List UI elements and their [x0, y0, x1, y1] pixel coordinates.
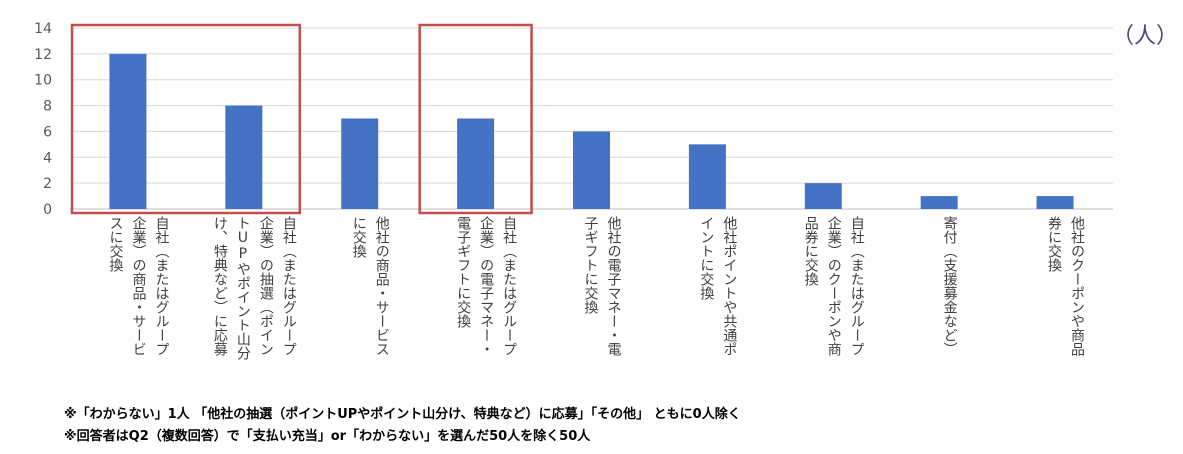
y-tick-label: 12	[34, 47, 52, 63]
bar	[225, 105, 263, 209]
x-category-label-line: 自社（またはグループ	[848, 216, 865, 356]
x-category-label-line: 企業）の電子マネー・	[478, 216, 495, 356]
x-category-label-line: 自社（またはグループ	[501, 216, 518, 356]
x-category-label-line: 自社（またはグループ	[153, 216, 170, 356]
x-category-label-line: 他社ポイントや共通ポ	[721, 216, 738, 356]
x-category-label: 他社ポイントや共通ポ イントに交換	[694, 216, 740, 396]
x-category-label-line: 子ギフトに交換	[582, 216, 599, 314]
highlight-box	[70, 23, 302, 215]
x-category-label-line: 企業）のクーポンや商	[825, 216, 842, 356]
x-category-label: 他社のクーポンや商品 券に交換	[1042, 216, 1088, 396]
x-category-label: 自社（またはグループ 企業）のクーポンや商 品券に交換	[799, 216, 868, 396]
bar	[457, 118, 495, 209]
bar	[804, 183, 842, 209]
bar	[1036, 196, 1074, 209]
footnote-2: ※回答者はQ2（複数回答）で「支払い充当」or「わからない」を選んだ50人を除く…	[64, 429, 591, 444]
footnote-1: ※「わからない」1人 「他社の抽選（ポイントUPやポイント山分け、特典など）に応…	[64, 407, 741, 422]
x-category-label-line: イントに交換	[698, 216, 715, 300]
x-category-label: 他社の電子マネー・電 子ギフトに交換	[579, 216, 625, 396]
y-tick-label: 4	[43, 150, 52, 166]
x-category-label-line: け、特典など）に応募	[211, 216, 228, 356]
x-category-label: 他社の商品・サービス に交換	[347, 216, 393, 396]
x-category-label: 自社（またはグループ 企業）の電子マネー・ 電子ギフトに交換	[451, 216, 520, 396]
x-category-label-line: 自社（またはグループ	[280, 216, 297, 356]
highlight-box	[418, 23, 533, 215]
bar	[688, 144, 726, 209]
y-tick-label: 14	[34, 21, 52, 37]
x-category-label-line: 他社の電子マネー・電	[605, 216, 622, 356]
bar	[920, 196, 958, 209]
y-axis-unit-label: （人）	[1112, 24, 1179, 49]
x-category-label-line: 他社のクーポンや商品	[1069, 216, 1086, 356]
x-category-label-line: 電子ギフトに交換	[455, 216, 472, 328]
x-category-label-line: 企業）の抽選（ポイン	[257, 216, 274, 356]
x-category-label-line: 寄付（支援募金など）	[941, 216, 958, 356]
bar	[573, 131, 610, 209]
y-tick-label: 0	[43, 202, 52, 218]
x-category-label: 自社（またはグループ 企業）の抽選（ポイン トUPやポイント山分 け、特典など）…	[208, 216, 300, 396]
x-category-label-line: 他社の商品・サービス	[373, 216, 390, 356]
x-category-label: 寄付（支援募金など）	[938, 216, 961, 396]
x-category-label: 自社（またはグループ 企業）の商品・サービ スに交換	[103, 216, 172, 396]
y-tick-label: 8	[43, 99, 52, 115]
bar	[109, 53, 147, 209]
x-category-label-line: に交換	[350, 216, 367, 258]
x-category-label-line: 券に交換	[1046, 216, 1063, 272]
y-tick-label: 2	[43, 176, 52, 192]
bar	[341, 118, 379, 209]
x-category-label-line: スに交換	[107, 216, 124, 272]
x-category-label-line: 品券に交換	[802, 216, 819, 286]
x-category-label-line: トUPやポイント山分	[234, 216, 251, 360]
x-category-label-line: 企業）の商品・サービ	[130, 216, 147, 356]
y-tick-label: 10	[34, 73, 52, 89]
y-tick-label: 6	[43, 124, 52, 140]
